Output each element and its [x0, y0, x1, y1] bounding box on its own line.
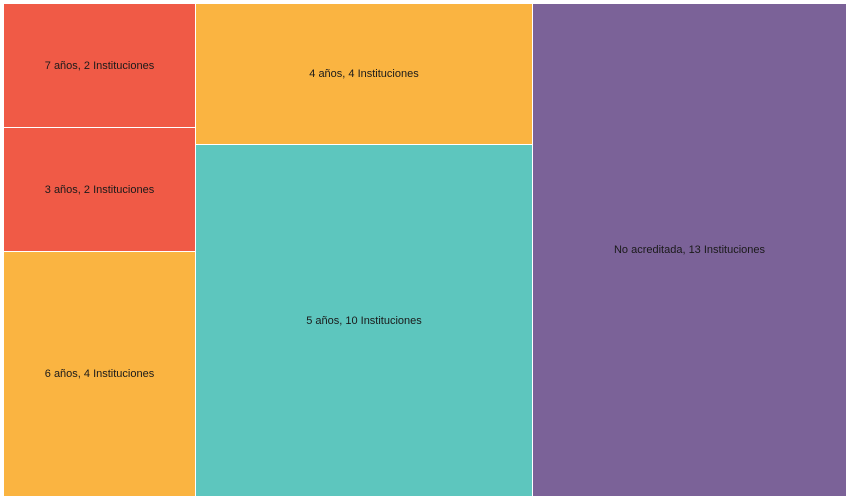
- treemap-cell-6-anos: 6 años, 4 Instituciones: [4, 252, 195, 496]
- treemap-cell-label: 6 años, 4 Instituciones: [44, 368, 155, 380]
- treemap-cell-4-anos: 4 años, 4 Instituciones: [196, 4, 532, 144]
- treemap-cell-label: 5 años, 10 Instituciones: [306, 314, 422, 327]
- treemap-cell-3-anos: 3 años, 2 Instituciones: [4, 128, 195, 251]
- treemap-cell-5-anos: 5 años, 10 Instituciones: [196, 145, 532, 496]
- treemap-cell-label: 7 años, 2 Instituciones: [44, 59, 155, 72]
- treemap-cell-label: 4 años, 4 Instituciones: [309, 68, 419, 80]
- treemap-cell-no-acreditada: No acreditada, 13 Instituciones: [533, 4, 846, 496]
- treemap-cell-label: No acreditada, 13 Instituciones: [613, 244, 766, 256]
- treemap-cell-7-anos: 7 años, 2 Instituciones: [4, 4, 195, 127]
- treemap-cell-label: 3 años, 2 Instituciones: [44, 183, 155, 196]
